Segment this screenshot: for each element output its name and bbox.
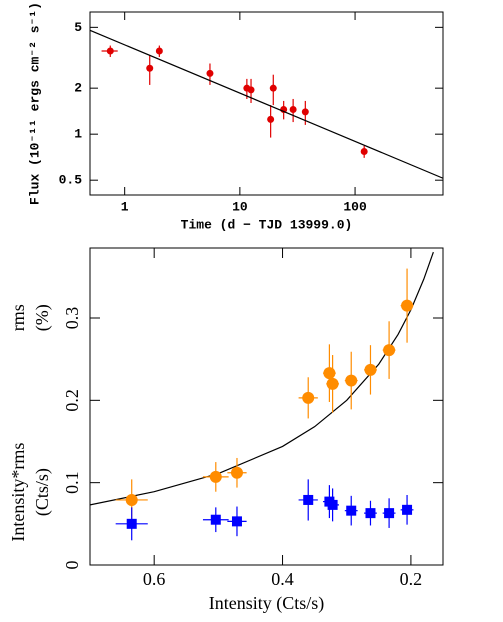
data-point: [106, 47, 114, 55]
data-point: [365, 508, 376, 519]
x-tick-label: 0.4: [271, 569, 294, 589]
data-point: [384, 508, 395, 519]
y-tick-label: 0: [62, 561, 82, 570]
data-point: [155, 47, 163, 55]
data-point: [146, 64, 154, 72]
x-axis-label: Intensity (Cts/s): [209, 593, 325, 614]
data-point: [323, 367, 336, 380]
data-point: [126, 518, 137, 529]
data-point: [125, 493, 138, 506]
data-point: [301, 108, 309, 116]
y-tick-label: 0.3: [62, 307, 82, 330]
data-point: [209, 470, 222, 483]
flux-panel: 1 10 100 0.5 1 2 5 Time (d − TJD 13999.0) Flux (…: [27, 2, 444, 232]
data-point: [247, 86, 255, 94]
data-point: [206, 69, 214, 77]
data-point: [210, 514, 221, 525]
fit-line: [90, 251, 434, 506]
data-point: [269, 84, 277, 92]
y-tick-label: 1: [74, 127, 82, 142]
y-axis-label: Intensity*rms: [8, 443, 28, 542]
y-axis-label: rms: [8, 304, 28, 331]
y-axis-label: Flux (10⁻¹¹ ergs cm⁻² s⁻¹): [27, 2, 42, 205]
y-tick-label: 0.5: [59, 173, 83, 188]
data-point: [346, 505, 357, 516]
data-point: [401, 299, 414, 312]
data-point: [383, 344, 396, 357]
data-point: [345, 374, 358, 387]
data-point: [302, 391, 315, 404]
x-tick-label: 100: [343, 199, 367, 214]
x-tick-label: 10: [232, 199, 248, 214]
data-point: [231, 516, 242, 527]
data-point: [267, 115, 275, 123]
x-tick-label: 1: [121, 199, 129, 214]
y-tick-label: 0.1: [62, 471, 82, 494]
data-point: [303, 494, 314, 505]
y-axis-label: (%): [32, 304, 53, 331]
y-tick-label: 2: [74, 81, 82, 96]
data-point: [326, 377, 339, 390]
fit-line: [90, 29, 443, 179]
y-tick-label: 0.2: [62, 389, 82, 412]
y-axis-label: (Cts/s): [32, 468, 53, 516]
data-point: [327, 499, 338, 510]
plot-frame: [89, 247, 444, 566]
plot-frame: [89, 11, 444, 196]
data-point: [230, 466, 243, 479]
x-tick-label: 0.2: [400, 569, 423, 589]
data-point: [402, 504, 413, 515]
x-tick-label: 0.6: [143, 569, 166, 589]
data-point: [289, 106, 297, 114]
data-point: [360, 148, 368, 156]
x-axis-label: Time (d − TJD 13999.0): [181, 217, 353, 232]
y-tick-label: 5: [74, 20, 82, 35]
data-point: [364, 363, 377, 376]
